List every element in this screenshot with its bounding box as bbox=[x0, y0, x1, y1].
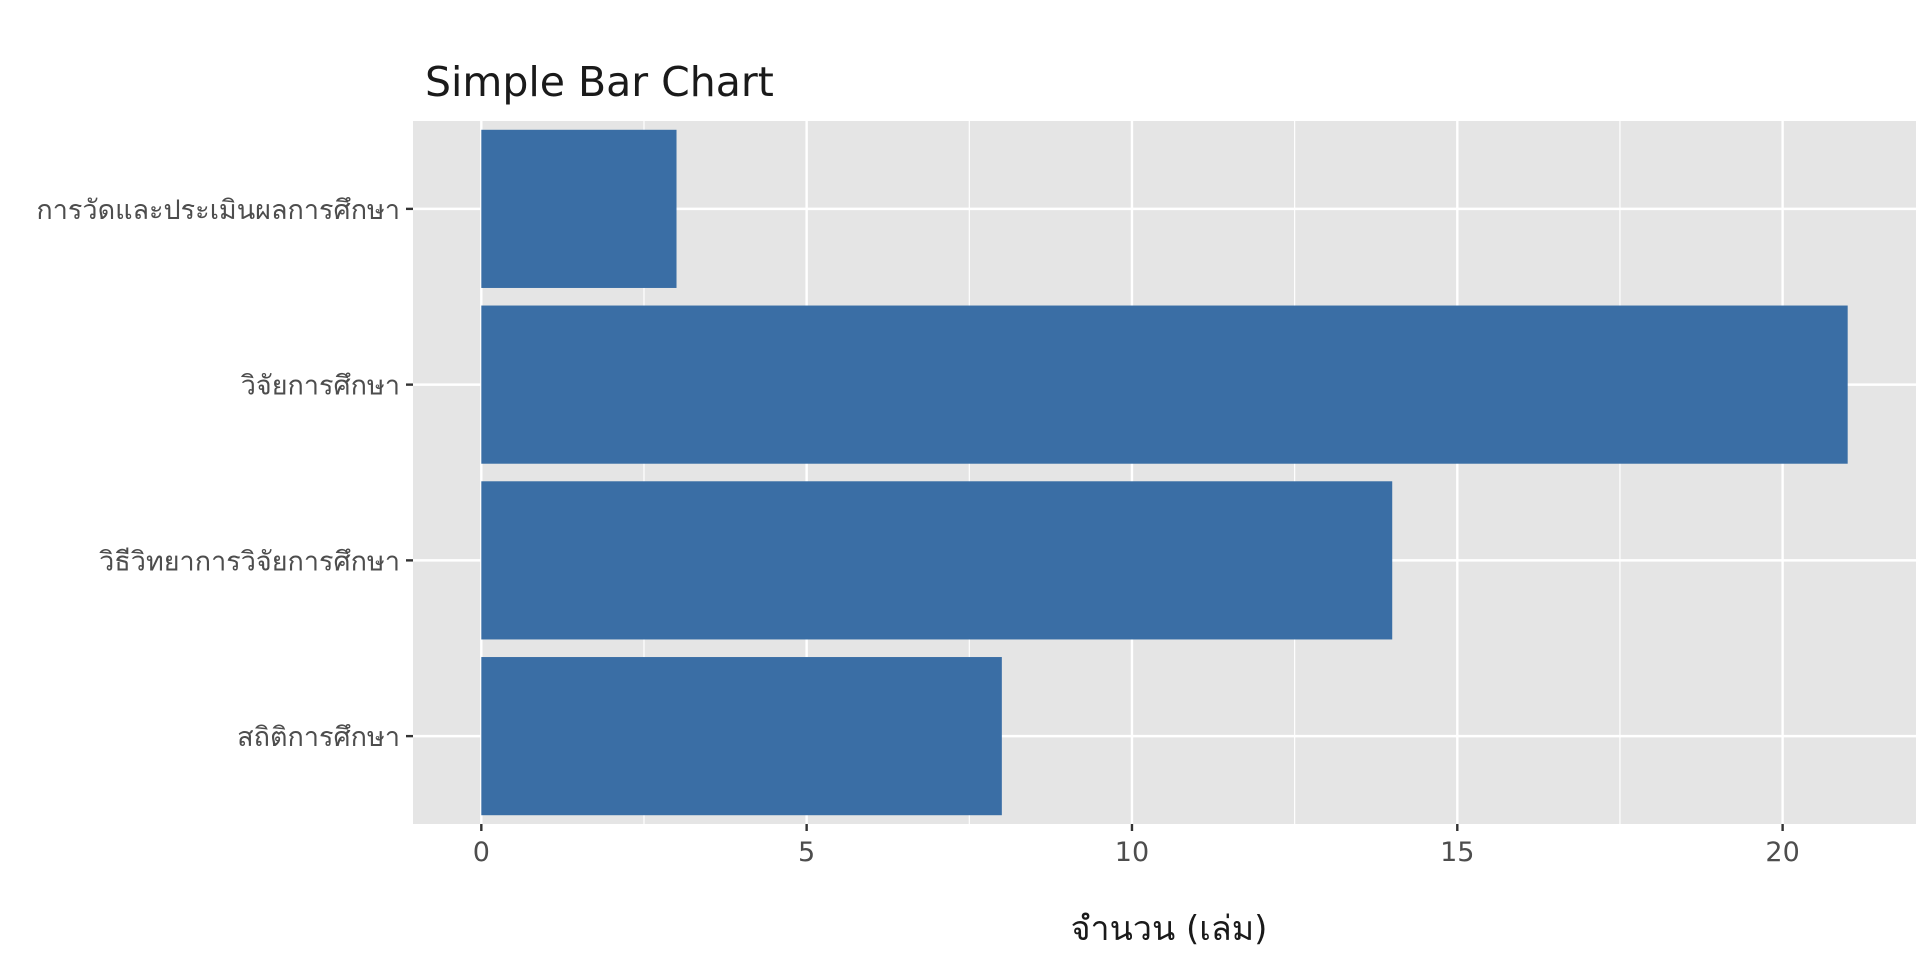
x-tick-label: 20 bbox=[1765, 837, 1799, 868]
y-tick-label: การวัดและประเมินผลการศึกษา bbox=[36, 195, 400, 226]
x-axis-ticks: 0 5 10 15 20 bbox=[473, 824, 1800, 868]
bar-4 bbox=[481, 129, 677, 288]
x-tick-label: 5 bbox=[798, 837, 815, 868]
bar-2 bbox=[481, 481, 1393, 640]
chart-title: Simple Bar Chart bbox=[425, 58, 774, 106]
x-tick-label: 15 bbox=[1440, 837, 1474, 868]
bar-1 bbox=[481, 657, 1002, 816]
y-tick-label: สถิติการศึกษา bbox=[237, 722, 400, 753]
bars bbox=[481, 129, 1848, 816]
y-tick-label: วิจัยการศึกษา bbox=[241, 371, 400, 402]
y-tick-label: วิธีวิทยาการวิจัยการศึกษา bbox=[99, 546, 400, 577]
y-axis-ticks: การวัดและประเมินผลการศึกษาวิจัยการศึกษาว… bbox=[36, 195, 413, 753]
x-tick-label: 10 bbox=[1115, 837, 1149, 868]
x-axis-title: จำนวน (เล่ม) bbox=[1071, 909, 1268, 949]
x-tick-label: 0 bbox=[473, 837, 490, 868]
bar-3 bbox=[481, 305, 1848, 464]
